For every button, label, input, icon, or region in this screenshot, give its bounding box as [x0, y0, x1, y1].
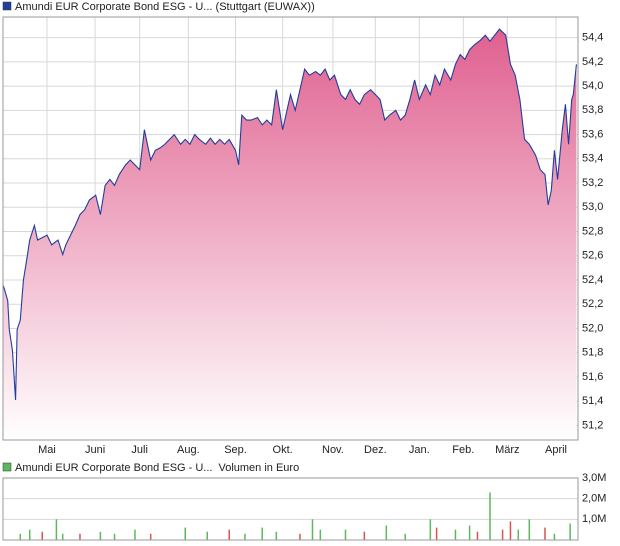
- x-tick-label: Nov.: [322, 444, 344, 456]
- y-tick-label: 51,4: [582, 395, 603, 407]
- volume-bar: [261, 527, 263, 540]
- volume-bar: [569, 523, 571, 540]
- volume-bar: [468, 525, 471, 540]
- volume-bar: [55, 519, 58, 540]
- volume-bar: [79, 533, 81, 540]
- volume-bar: [319, 529, 322, 540]
- volume-bar: [61, 533, 64, 540]
- volume-bar: [99, 531, 102, 540]
- volume-bar: [244, 533, 246, 540]
- plot-area: [3, 478, 578, 540]
- volume-bar: [113, 533, 116, 540]
- y-tick-label: 54,2: [582, 56, 603, 68]
- volume-bar: [28, 529, 31, 540]
- y-tick-label: 53,6: [582, 128, 603, 140]
- y-tick-label: 53,4: [582, 153, 603, 165]
- y-tick-label: 52,6: [582, 250, 603, 262]
- volume-bar: [429, 519, 432, 540]
- volume-bar: [501, 529, 504, 540]
- volume-bar: [509, 521, 512, 540]
- volume-bar: [489, 492, 491, 540]
- unit-label: Volumen in Euro: [218, 462, 299, 474]
- x-tick-label: Juni: [85, 444, 105, 456]
- volume-bar: [385, 525, 388, 540]
- x-tick-label: Jan.: [409, 444, 430, 456]
- volume-bar: [363, 531, 366, 540]
- y-tick-label: 51,8: [582, 347, 603, 359]
- x-tick-label: April: [545, 444, 567, 456]
- volume-bar: [476, 531, 479, 540]
- volume-bar: [134, 529, 136, 540]
- volume-bar: [19, 533, 22, 540]
- volume-bar: [553, 533, 556, 540]
- y-tick-label: 52,4: [582, 274, 603, 286]
- volume-bar: [311, 519, 314, 540]
- volume-bar: [184, 527, 186, 540]
- y-tick-label: 2,0M: [582, 493, 606, 505]
- legend-swatch: [2, 1, 12, 11]
- volume-bar: [517, 529, 520, 540]
- y-tick-label: 53,0: [582, 201, 603, 213]
- volume-bar: [544, 527, 546, 540]
- volume-bar: [435, 527, 438, 540]
- volume-bar: [404, 533, 406, 540]
- price-line: [2, 28, 577, 401]
- legend-label: Amundi EUR Corporate Bond ESG - U... (St…: [15, 1, 315, 13]
- volume-bar: [206, 531, 208, 540]
- x-tick-label: Dez.: [364, 444, 387, 456]
- area-fill: [3, 29, 577, 441]
- x-tick-label: Feb.: [452, 444, 474, 456]
- x-tick-label: Sep.: [224, 444, 247, 456]
- y-tick-label: 53,2: [582, 177, 603, 189]
- volume-bar: [228, 529, 230, 540]
- y-tick-label: 51,2: [582, 419, 603, 431]
- x-tick-label: Juli: [131, 444, 148, 456]
- plot-frame: [2, 16, 579, 441]
- legend-swatch: [2, 462, 12, 472]
- volume-bar: [41, 531, 44, 540]
- y-tick-label: 52,0: [582, 322, 603, 334]
- y-tick-label: 1,0M: [582, 513, 606, 525]
- volume-bar: [528, 519, 531, 540]
- legend-label: Amundi EUR Corporate Bond ESG - U...: [15, 462, 212, 474]
- volume-bar: [275, 531, 278, 540]
- y-tick-label: 51,6: [582, 371, 603, 383]
- y-tick-label: 54,0: [582, 80, 603, 92]
- x-tick-label: Aug.: [177, 444, 200, 456]
- x-tick-label: Okt.: [273, 444, 293, 456]
- volume-bar: [299, 533, 301, 540]
- x-tick-label: Mai: [38, 444, 56, 456]
- volume-bar: [344, 529, 347, 540]
- y-tick-label: 54,4: [582, 32, 603, 44]
- y-tick-label: 3,0M: [582, 472, 606, 484]
- y-tick-label: 53,8: [582, 104, 603, 116]
- y-tick-label: 52,2: [582, 298, 603, 310]
- plot-frame: [2, 477, 579, 541]
- x-tick-label: März: [495, 444, 519, 456]
- y-tick-label: 52,8: [582, 225, 603, 237]
- volume-bar: [454, 529, 457, 540]
- volume-bar: [149, 533, 152, 540]
